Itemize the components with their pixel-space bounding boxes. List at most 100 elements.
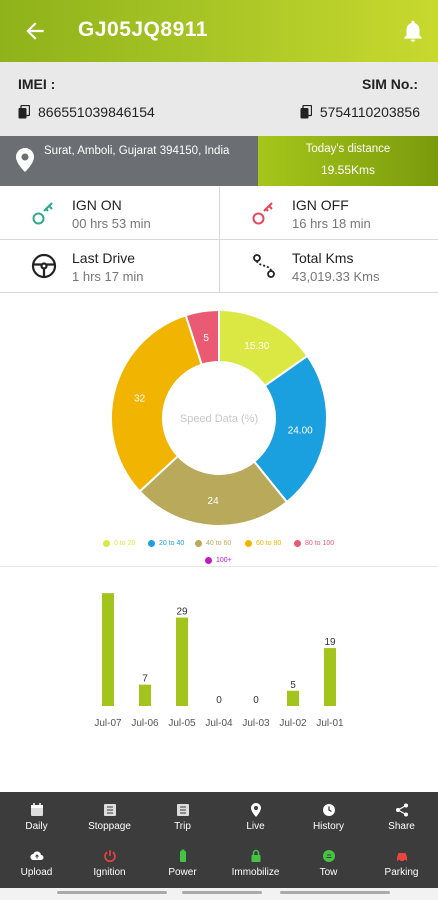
nav-power-label: Power: [168, 866, 197, 878]
legend-swatch: [205, 557, 212, 564]
legend-item[interactable]: 40 to 60: [195, 540, 231, 547]
car-icon: [396, 852, 407, 862]
x-tick-label: Jul-01: [316, 718, 344, 729]
legend-item[interactable]: 80 to 100: [294, 540, 334, 547]
bell-icon[interactable]: [400, 17, 426, 45]
legend-label: 80 to 100: [305, 540, 335, 547]
donut-slice-label: 24.00: [288, 425, 313, 436]
bar-value-label: 0: [216, 695, 222, 706]
donut-slice-label: 32: [134, 393, 146, 404]
sim-label: SIM No.:: [362, 76, 418, 92]
nav-upload[interactable]: Upload: [0, 840, 73, 886]
nav-ignition[interactable]: Ignition: [73, 840, 146, 886]
nav-row-reports: Daily Stoppage Trip Live History Share: [0, 794, 438, 840]
legend-item[interactable]: 100+: [205, 557, 232, 564]
system-gesture-bar: [0, 888, 438, 900]
device-info-panel: IMEI : SIM No.: 866551039846154 57541102…: [0, 62, 438, 136]
tow-icon: [322, 849, 335, 862]
donut-slice-2: [138, 454, 289, 527]
daily-distance-bar-chart: Jul-07 7 Jul-06 29 Jul-05 0 Jul-04 0 Jul-03 5 Jul-…: [0, 570, 438, 740]
legend-item[interactable]: 20 to 40: [148, 540, 184, 547]
bar-value-label: 7: [142, 674, 148, 685]
location-bar[interactable]: Surat, Amboli, Gujarat 394150, India: [0, 136, 258, 186]
legend-item[interactable]: 0 to 20: [103, 540, 135, 547]
key-icon: [252, 202, 273, 225]
key-icon: [32, 202, 53, 225]
address-text: Surat, Amboli, Gujarat 394150, India: [44, 145, 230, 157]
cloud-upload-icon: [29, 850, 43, 860]
ign-on-value: 00 hrs 53 min: [72, 216, 151, 231]
nav-power[interactable]: Power: [146, 840, 219, 886]
location-pin-icon: [16, 148, 34, 172]
imei-value: 866551039846154: [18, 104, 155, 120]
trip-icon: [176, 803, 189, 816]
arrow-left-icon[interactable]: [22, 18, 48, 44]
legend-label: 0 to 20: [114, 540, 136, 547]
legend-label: 100+: [216, 557, 232, 564]
gesture-pill: [280, 891, 390, 894]
power-icon: [103, 849, 116, 862]
nav-row-controls: Upload Ignition Power Immobilize Tow Par…: [0, 840, 438, 886]
legend-swatch: [294, 540, 301, 547]
legend-swatch: [103, 540, 110, 547]
legend-swatch: [195, 540, 202, 547]
todays-distance-label: Today's distance: [305, 143, 391, 155]
gesture-pill: [182, 891, 262, 894]
nav-history-label: History: [312, 820, 345, 832]
donut-slice-label: 24: [208, 496, 220, 507]
donut-slice-1: [252, 354, 328, 504]
nav-upload-label: Upload: [20, 866, 53, 878]
bar: [139, 684, 151, 706]
nav-live[interactable]: Live: [219, 794, 292, 840]
bar: [176, 617, 188, 706]
total-kms-card: Total Kms 43,019.33 Kms: [219, 240, 438, 293]
bar-chart-svg: Jul-07 7 Jul-06 29 Jul-05 0 Jul-04 0 Jul-03 5 Jul-…: [94, 593, 344, 729]
bar-value-label: 19: [324, 637, 336, 648]
bar: [324, 648, 336, 706]
bar: [287, 690, 299, 706]
ign-off-title: IGN OFF: [292, 197, 349, 213]
nav-trip[interactable]: Trip: [146, 794, 219, 840]
nav-stoppage[interactable]: Stoppage: [73, 794, 146, 840]
calendar-icon: [30, 802, 43, 816]
bar-value-label: 0: [253, 695, 259, 706]
bar-value-label: 29: [176, 607, 188, 618]
legend-swatch: [148, 540, 155, 547]
copy-icon[interactable]: [18, 105, 30, 119]
x-tick-label: Jul-03: [242, 718, 270, 729]
sim-number: 5754110203856: [319, 104, 420, 120]
nav-share[interactable]: Share: [365, 794, 438, 840]
nav-immobilize[interactable]: Immobilize: [219, 840, 292, 886]
donut-slice-4: [184, 308, 220, 366]
donut-slice-label: 15.30: [244, 341, 269, 352]
copy-icon[interactable]: [300, 105, 312, 119]
app-bar: GJ05JQ8911: [0, 0, 438, 62]
legend-item[interactable]: 60 to 80: [245, 540, 281, 547]
legend-swatch: [245, 540, 252, 547]
nav-immobilize-label: Immobilize: [231, 866, 280, 878]
nav-tow[interactable]: Tow: [292, 840, 365, 886]
x-tick-label: Jul-07: [94, 718, 122, 729]
nav-tow-label: Tow: [319, 866, 338, 878]
total-kms-value: 43,019.33 Kms: [292, 269, 380, 284]
ign-on-card: IGN ON 00 hrs 53 min: [0, 187, 219, 240]
bar: [102, 593, 114, 706]
ign-on-title: IGN ON: [72, 197, 122, 213]
nav-daily-label: Daily: [25, 820, 48, 832]
donut-slice-3: [110, 313, 204, 493]
last-drive-title: Last Drive: [72, 250, 136, 266]
nav-parking[interactable]: Parking: [365, 840, 438, 886]
x-tick-label: Jul-05: [168, 718, 196, 729]
ign-off-value: 16 hrs 18 min: [292, 216, 371, 231]
legend-label: 20 to 40: [159, 540, 185, 547]
lock-icon: [251, 849, 260, 862]
total-kms-title: Total Kms: [292, 250, 354, 266]
legend-label: 40 to 60: [206, 540, 232, 547]
route-icon: [253, 254, 275, 278]
nav-parking-label: Parking: [384, 866, 419, 878]
nav-history[interactable]: History: [292, 794, 365, 840]
nav-stoppage-label: Stoppage: [88, 820, 131, 832]
nav-daily[interactable]: Daily: [0, 794, 73, 840]
location-pin-icon: [250, 802, 261, 817]
stop-icon: [103, 803, 116, 816]
